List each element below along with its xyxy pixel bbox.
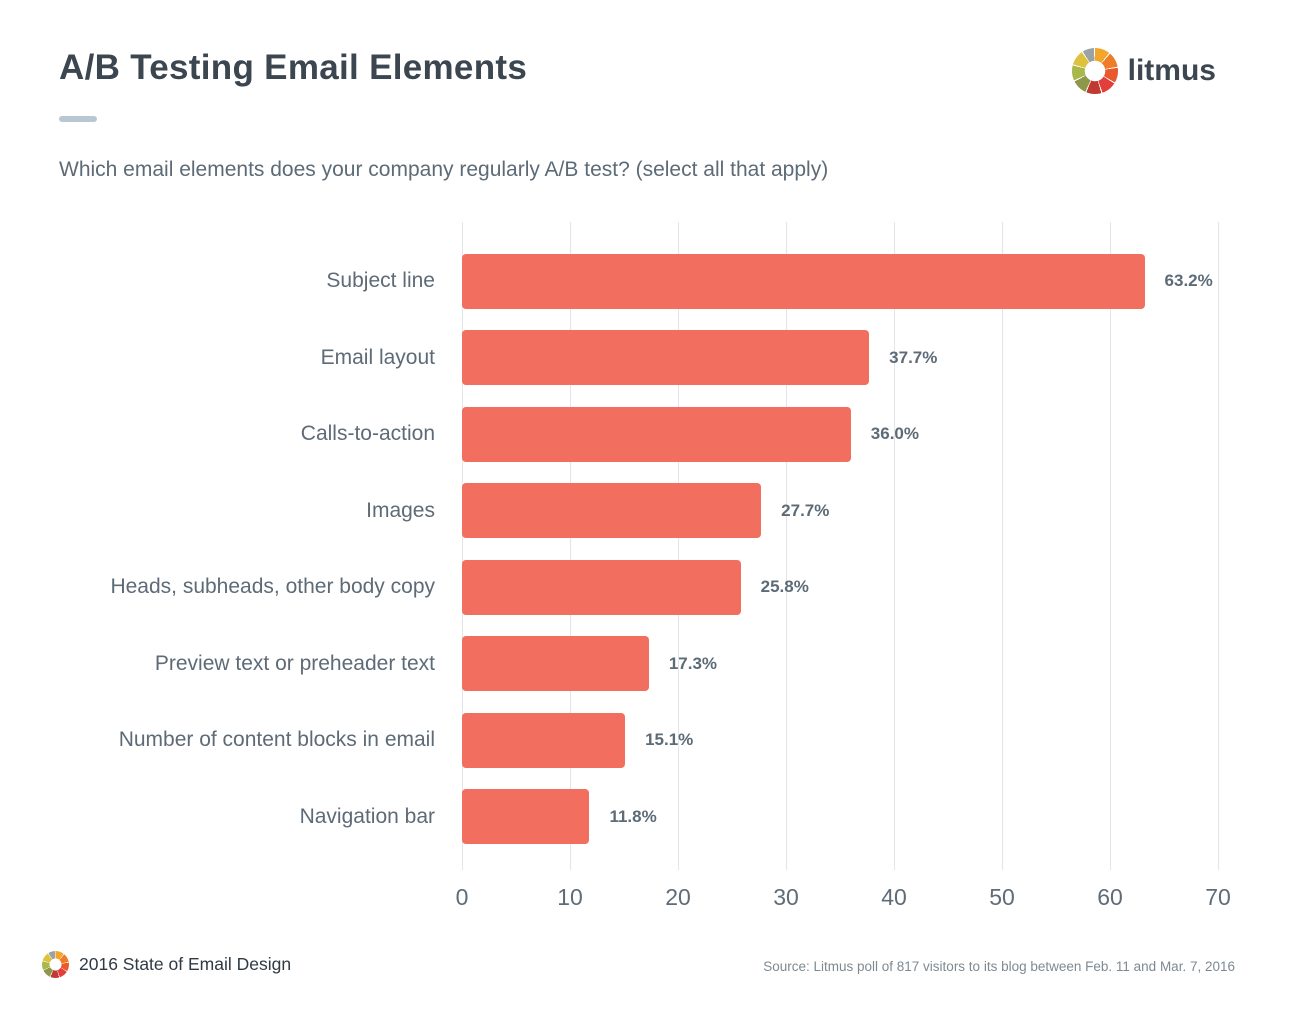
bar — [462, 789, 590, 845]
x-tick-label: 10 — [557, 884, 583, 910]
chart-gridlines — [462, 222, 1219, 870]
page-title: A/B Testing Email Elements — [59, 48, 528, 87]
chart-question: Which email elements does your company r… — [59, 158, 829, 181]
gridline — [570, 222, 571, 870]
bar — [462, 253, 1145, 309]
chart-rows: Subject line 63.2% Email layout 37.7% Calls-… — [0, 243, 1218, 855]
gridline — [462, 222, 463, 870]
chart-row: Number of content blocks in email 15.1% — [0, 702, 1218, 779]
value-label: 25.8% — [760, 577, 809, 597]
value-label: 17.3% — [668, 653, 718, 673]
value-label: 11.8% — [609, 806, 657, 826]
bar-track: 63.2% — [462, 253, 1218, 309]
chart-row: Preview text or preheader text 17.3% — [0, 626, 1218, 703]
bar-track: 25.8% — [462, 559, 1218, 615]
value-label: 27.7% — [781, 500, 830, 520]
bar — [462, 483, 762, 539]
bar — [462, 559, 741, 615]
bar — [462, 406, 851, 462]
value-label: 15.1% — [645, 730, 694, 750]
category-label: Heads, subheads, other body copy — [110, 575, 435, 599]
gridline — [1110, 222, 1111, 870]
category-label: Subject line — [326, 269, 435, 293]
x-tick-label: 30 — [773, 884, 799, 910]
litmus-logo-icon — [1071, 48, 1118, 94]
chart-row: Subject line 63.2% — [0, 243, 1218, 320]
litmus-wordmark: litmus — [1127, 54, 1216, 87]
category-label: Calls-to-action — [300, 422, 435, 446]
chart-row: Navigation bar 11.8% — [0, 779, 1218, 856]
footer-report-title: 2016 State of Email Design — [79, 954, 292, 974]
bar-track: 36.0% — [462, 406, 1218, 462]
value-label: 63.2% — [1164, 271, 1213, 291]
x-tick-label: 50 — [989, 884, 1015, 910]
gridline — [678, 222, 679, 870]
category-label: Preview text or preheader text — [154, 651, 435, 675]
category-label: Navigation bar — [299, 804, 435, 828]
value-label: 36.0% — [870, 424, 919, 444]
chart-row: Email layout 37.7% — [0, 320, 1218, 397]
category-label: Number of content blocks in email — [118, 728, 435, 752]
value-label: 37.7% — [889, 347, 938, 367]
x-tick-label: 40 — [881, 884, 907, 910]
bar-track: 27.7% — [462, 483, 1218, 539]
x-axis: 0 10 20 30 40 50 60 70 — [456, 884, 1231, 914]
bar — [462, 712, 626, 768]
chart-row: Heads, subheads, other body copy 25.8% — [0, 549, 1218, 626]
bar-track: 37.7% — [462, 330, 1218, 386]
x-tick-label: 20 — [665, 884, 691, 910]
chart-row: Images 27.7% — [0, 473, 1218, 550]
bar-track: 11.8% — [462, 789, 1218, 845]
category-label: Images — [366, 498, 435, 522]
gridline — [894, 222, 895, 870]
bar — [462, 330, 870, 386]
title-accent-bar — [59, 116, 97, 122]
x-tick-label: 60 — [1097, 884, 1123, 910]
source-note: Source: Litmus poll of 817 visitors to i… — [763, 959, 1235, 974]
category-label: Email layout — [320, 345, 435, 369]
footer-branding: 2016 State of Email Design — [42, 951, 291, 978]
bar — [462, 636, 649, 692]
gridline — [1002, 222, 1003, 870]
bar-track: 15.1% — [462, 712, 1218, 768]
gridline — [786, 222, 787, 870]
footer-logo-icon — [42, 951, 69, 978]
x-tick-label: 0 — [455, 884, 469, 910]
gridline — [1218, 222, 1219, 870]
chart-row: Calls-to-action 36.0% — [0, 396, 1218, 473]
litmus-brand: litmus — [1071, 48, 1216, 94]
x-tick-label: 70 — [1205, 884, 1231, 910]
bar-track: 17.3% — [462, 636, 1218, 692]
